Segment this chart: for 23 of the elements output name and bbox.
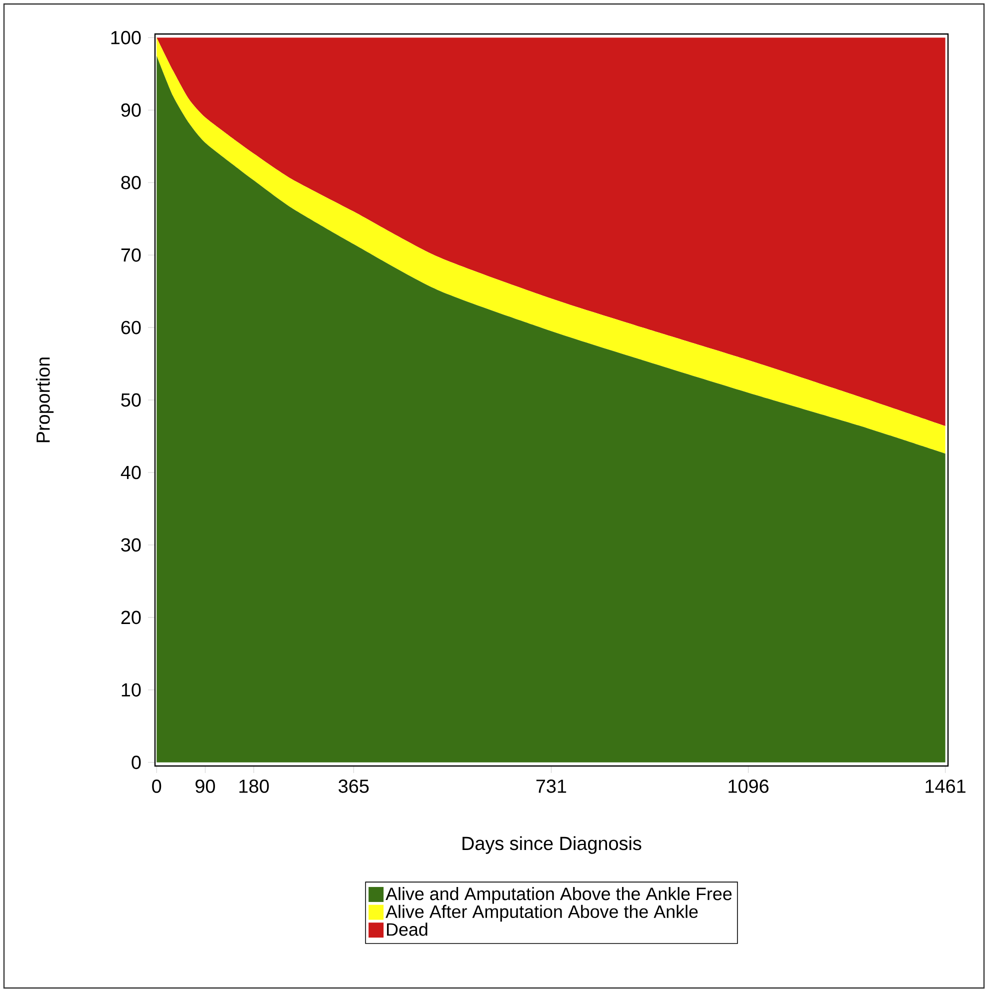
x-tick-label: 0 — [152, 780, 162, 793]
x-tick-label: 1461 — [926, 780, 966, 793]
legend-label: Dead — [387, 922, 428, 936]
x-tick-label: 90 — [196, 780, 215, 793]
y-tick-label: 80 — [121, 176, 141, 190]
y-tick-label: 20 — [121, 610, 141, 624]
x-tick-label: 180 — [239, 780, 269, 793]
y-tick-label: 70 — [121, 248, 141, 262]
x-axis-title: Days since Diagnosis — [462, 836, 642, 854]
x-tick-label: 1096 — [728, 780, 768, 793]
x-tick-label: 731 — [536, 780, 566, 793]
y-tick-label: 50 — [121, 393, 141, 407]
y-tick-label: 40 — [120, 466, 141, 480]
legend-label: Alive After Amputation Above the Ankle — [386, 904, 698, 922]
y-tick-label: 10 — [122, 683, 141, 697]
y-axis-title: Proportion — [36, 358, 54, 442]
legend-label: Alive and Amputation Above the Ankle Free — [386, 887, 732, 904]
y-tick-label: 30 — [121, 538, 141, 552]
y-tick-label: 90 — [121, 103, 141, 117]
y-tick-label: 0 — [132, 756, 141, 770]
y-tick-label: 60 — [121, 320, 141, 334]
y-tick-label: 100 — [111, 30, 141, 44]
x-tick-label: 365 — [338, 780, 369, 793]
